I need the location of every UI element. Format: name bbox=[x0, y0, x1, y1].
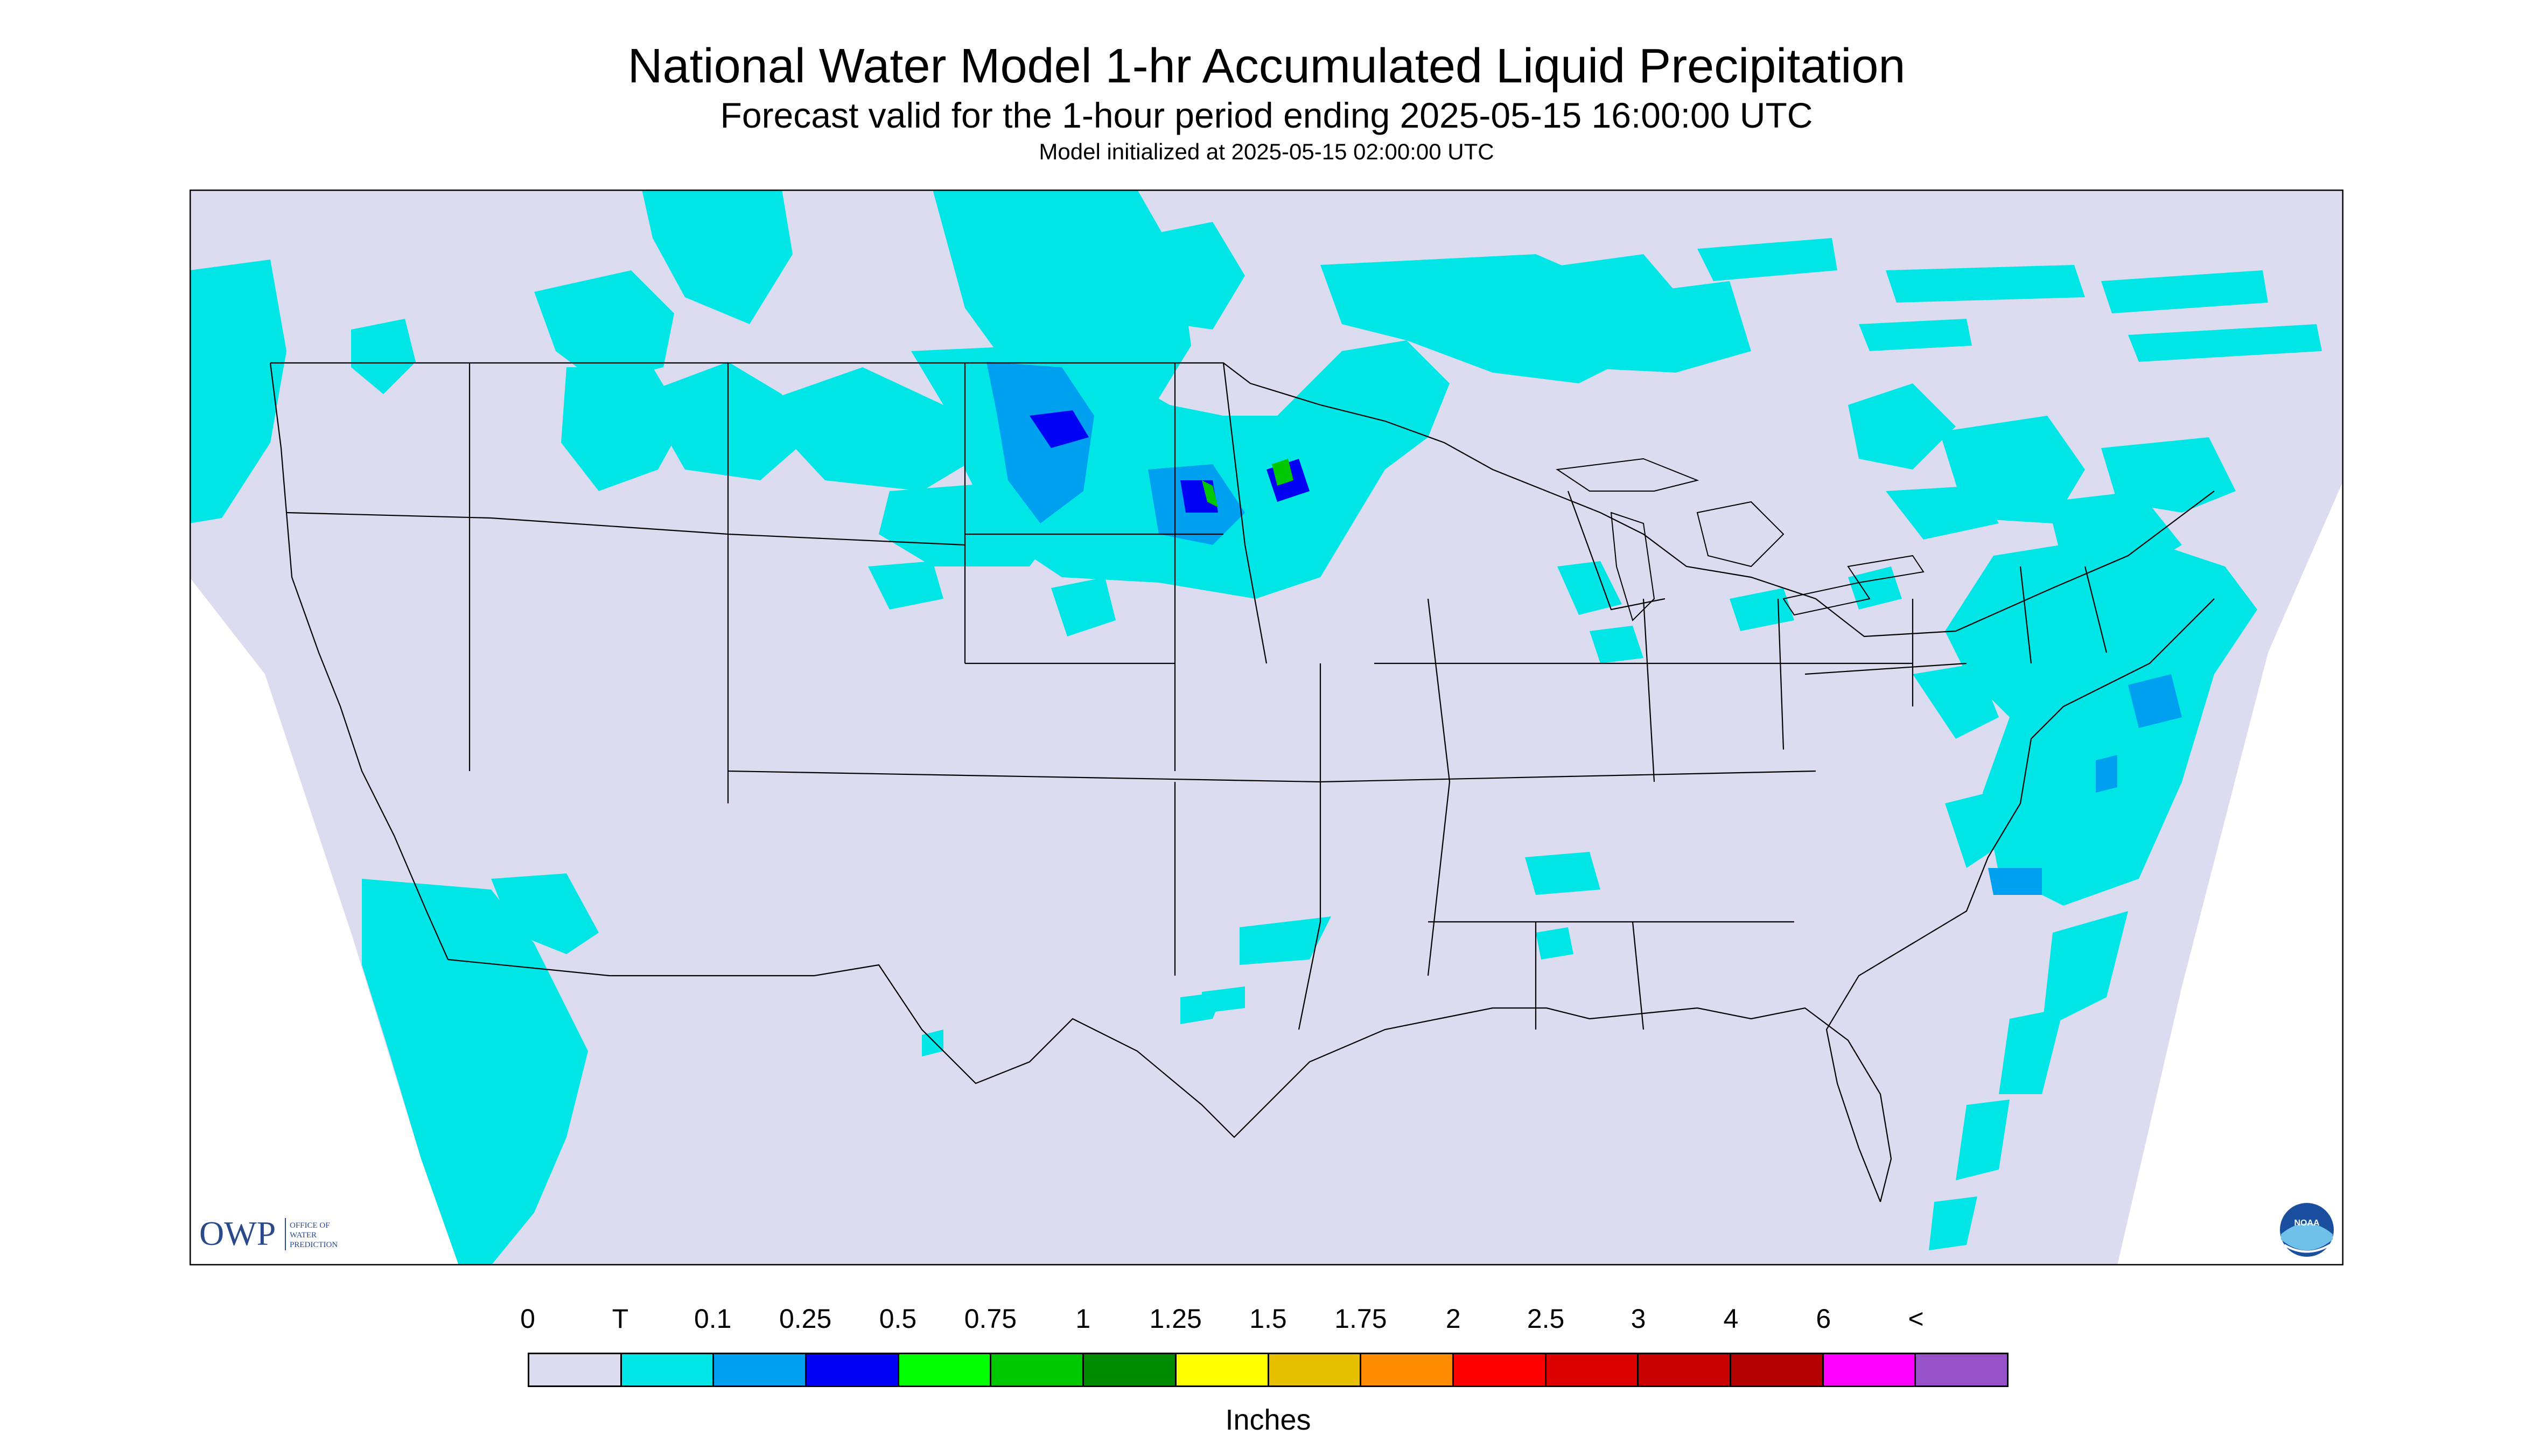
precipitation-map: OWP OFFICE OF WATER PREDICTION NOAA bbox=[190, 190, 2343, 1265]
noaa-logo: NOAA bbox=[2280, 1203, 2334, 1257]
legend-color-bar bbox=[528, 1353, 2009, 1387]
legend-swatch bbox=[1361, 1354, 1454, 1385]
legend-label: 3 bbox=[1631, 1304, 1646, 1334]
trace-precip-areas bbox=[190, 190, 2322, 1265]
legend-label: 0.5 bbox=[879, 1304, 917, 1334]
legend-swatch bbox=[991, 1354, 1084, 1385]
legend-swatch bbox=[529, 1354, 622, 1385]
map-subtitle: Forecast valid for the 1-hour period end… bbox=[720, 95, 1813, 135]
legend-swatch bbox=[1916, 1354, 2007, 1385]
legend-label: 1.25 bbox=[1149, 1304, 1202, 1334]
legend-swatch bbox=[1453, 1354, 1547, 1385]
map-frame bbox=[190, 190, 2343, 1265]
legend-label: 2 bbox=[1445, 1304, 1461, 1334]
svg-text:WATER: WATER bbox=[290, 1231, 317, 1240]
heavy-precip-areas bbox=[1202, 459, 1293, 507]
legend-label: T bbox=[612, 1304, 629, 1334]
legend-swatch bbox=[807, 1354, 899, 1385]
legend-label: 0 bbox=[520, 1304, 535, 1334]
legend-label: 1 bbox=[1075, 1304, 1091, 1334]
svg-text:PREDICTION: PREDICTION bbox=[290, 1241, 338, 1249]
legend-swatch bbox=[1639, 1354, 1731, 1385]
legend-swatch bbox=[621, 1354, 715, 1385]
legend-label: 1.75 bbox=[1334, 1304, 1387, 1334]
legend-swatch bbox=[1084, 1354, 1177, 1385]
legend-swatch bbox=[1823, 1354, 1916, 1385]
legend-label: 6 bbox=[1816, 1304, 1831, 1334]
legend-label: < bbox=[1908, 1304, 1924, 1334]
legend-swatch bbox=[1176, 1354, 1269, 1385]
state-boundaries bbox=[269, 362, 2215, 1202]
legend-swatch bbox=[1546, 1354, 1639, 1385]
svg-text:NOAA: NOAA bbox=[2294, 1219, 2320, 1228]
legend-swatch bbox=[1269, 1354, 1362, 1385]
legend-label: 0.25 bbox=[779, 1304, 832, 1334]
legend-label: 1.5 bbox=[1249, 1304, 1287, 1334]
legend-swatch bbox=[1731, 1354, 1824, 1385]
legend-swatch bbox=[899, 1354, 992, 1385]
legend-label: 4 bbox=[1723, 1304, 1739, 1334]
owp-logo: OWP OFFICE OF WATER PREDICTION bbox=[199, 1214, 338, 1252]
precip-legend: 0 T 0.1 0.25 0.5 0.75 1 1.25 1.5 1.75 2 2.5 3 4 6 < Inc… bbox=[520, 1303, 2014, 1436]
legend-label: 0.1 bbox=[694, 1304, 732, 1334]
legend-units: Inches bbox=[1225, 1404, 1311, 1436]
owp-logo-text: OWP bbox=[199, 1214, 276, 1252]
legend-label: 2.5 bbox=[1527, 1304, 1565, 1334]
model-init-text: Model initialized at 2025-05-15 02:00:00… bbox=[1039, 139, 1494, 164]
great-lakes bbox=[1556, 458, 1925, 621]
svg-text:OFFICE OF: OFFICE OF bbox=[290, 1221, 330, 1230]
legend-swatch bbox=[714, 1354, 807, 1385]
legend-label: 0.75 bbox=[964, 1304, 1017, 1334]
map-title: National Water Model 1-hr Accumulated Li… bbox=[627, 39, 1906, 93]
